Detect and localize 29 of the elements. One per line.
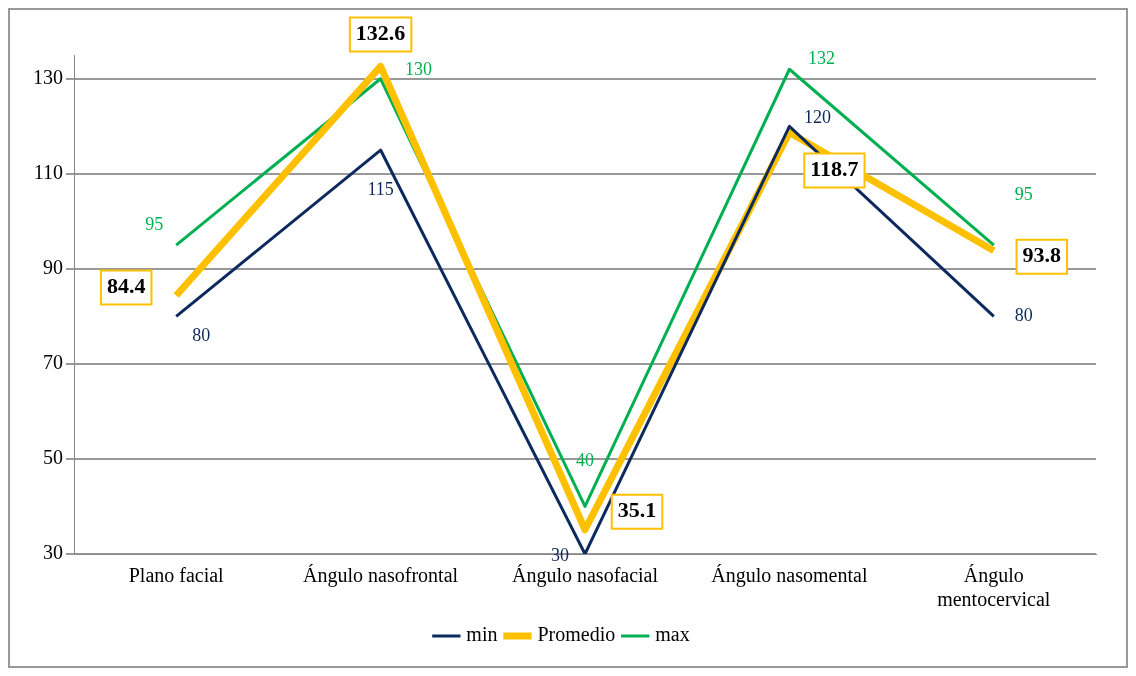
x-tick-label: Ángulo nasomental: [711, 564, 868, 588]
legend-label: min: [466, 623, 498, 646]
data-label: 80: [1014, 305, 1033, 326]
data-label: 93.8: [1022, 242, 1062, 268]
x-tick-label: Ángulo mentocervical: [937, 564, 1051, 611]
data-label: 132.6: [355, 20, 406, 46]
data-label: 95: [1014, 183, 1033, 204]
y-tick-label: 110: [33, 161, 63, 184]
legend-label: Promedio: [537, 623, 616, 646]
data-label: 40: [576, 450, 594, 471]
data-label: 130: [405, 59, 433, 80]
data-label: 118.7: [810, 156, 859, 182]
data-label: 30: [551, 544, 569, 565]
x-tick-label: Plano facial: [128, 564, 225, 587]
data-label: 84.4: [106, 273, 146, 299]
x-tick-label: Ángulo nasofrontal: [303, 564, 459, 588]
data-label: 35.1: [617, 497, 657, 523]
data-label: 115: [367, 178, 394, 199]
y-tick-label: 50: [43, 446, 63, 469]
y-tick-label: 90: [43, 256, 63, 279]
data-label: 95: [145, 213, 164, 234]
y-tick-label: 30: [43, 541, 63, 564]
legend-label: max: [655, 623, 690, 646]
y-tick-label: 130: [33, 66, 63, 89]
x-tick-label: Ángulo nasofacial: [511, 564, 659, 588]
data-label: 80: [192, 325, 211, 346]
data-label: 120: [803, 107, 831, 128]
data-label: 132: [807, 47, 835, 68]
y-tick-label: 70: [43, 351, 63, 374]
